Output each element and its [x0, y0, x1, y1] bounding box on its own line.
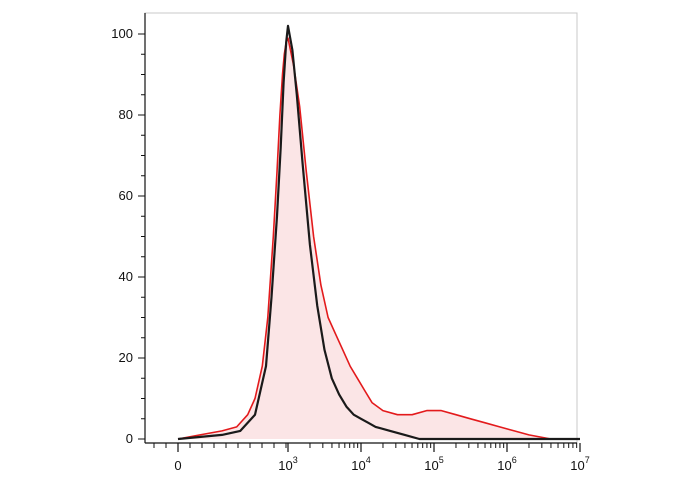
y-tick-label: 80 [119, 107, 133, 122]
y-axis: 0 20 40 60 80 100 [111, 26, 145, 446]
x-tick-label: 105 [424, 455, 443, 473]
x-tick-label: 106 [497, 455, 516, 473]
series-line-0 [177, 37, 580, 440]
plot-frame [144, 12, 578, 444]
x-tick-label: 104 [351, 455, 370, 473]
x-tick-label: 103 [278, 455, 297, 473]
x-tick-base: 0 [174, 458, 181, 473]
x-tick-base: 10 [351, 458, 365, 473]
x-tick-exponent: 4 [366, 455, 371, 465]
y-tick-label: 100 [111, 26, 133, 41]
x-tick-base: 10 [497, 458, 511, 473]
x-tick-exponent: 3 [293, 455, 298, 465]
series-layer [177, 24, 580, 441]
plot-border [144, 12, 578, 444]
y-tick-label: 0 [126, 431, 133, 446]
x-tick-label: 0 [174, 458, 181, 473]
series-fill-0 [178, 38, 580, 439]
x-tick-base: 10 [424, 458, 438, 473]
y-tick-label: 60 [119, 188, 133, 203]
x-axis: 0 103 104 105 106 107 [153, 443, 590, 473]
y-tick-label: 40 [119, 269, 133, 284]
series-line-1 [177, 24, 580, 441]
x-tick-base: 10 [278, 458, 292, 473]
x-tick-label: 107 [570, 455, 589, 473]
x-tick-base: 10 [570, 458, 584, 473]
x-tick-exponent: 5 [439, 455, 444, 465]
y-tick-label: 20 [119, 350, 133, 365]
x-tick-exponent: 7 [585, 455, 590, 465]
x-tick-exponent: 6 [512, 455, 517, 465]
